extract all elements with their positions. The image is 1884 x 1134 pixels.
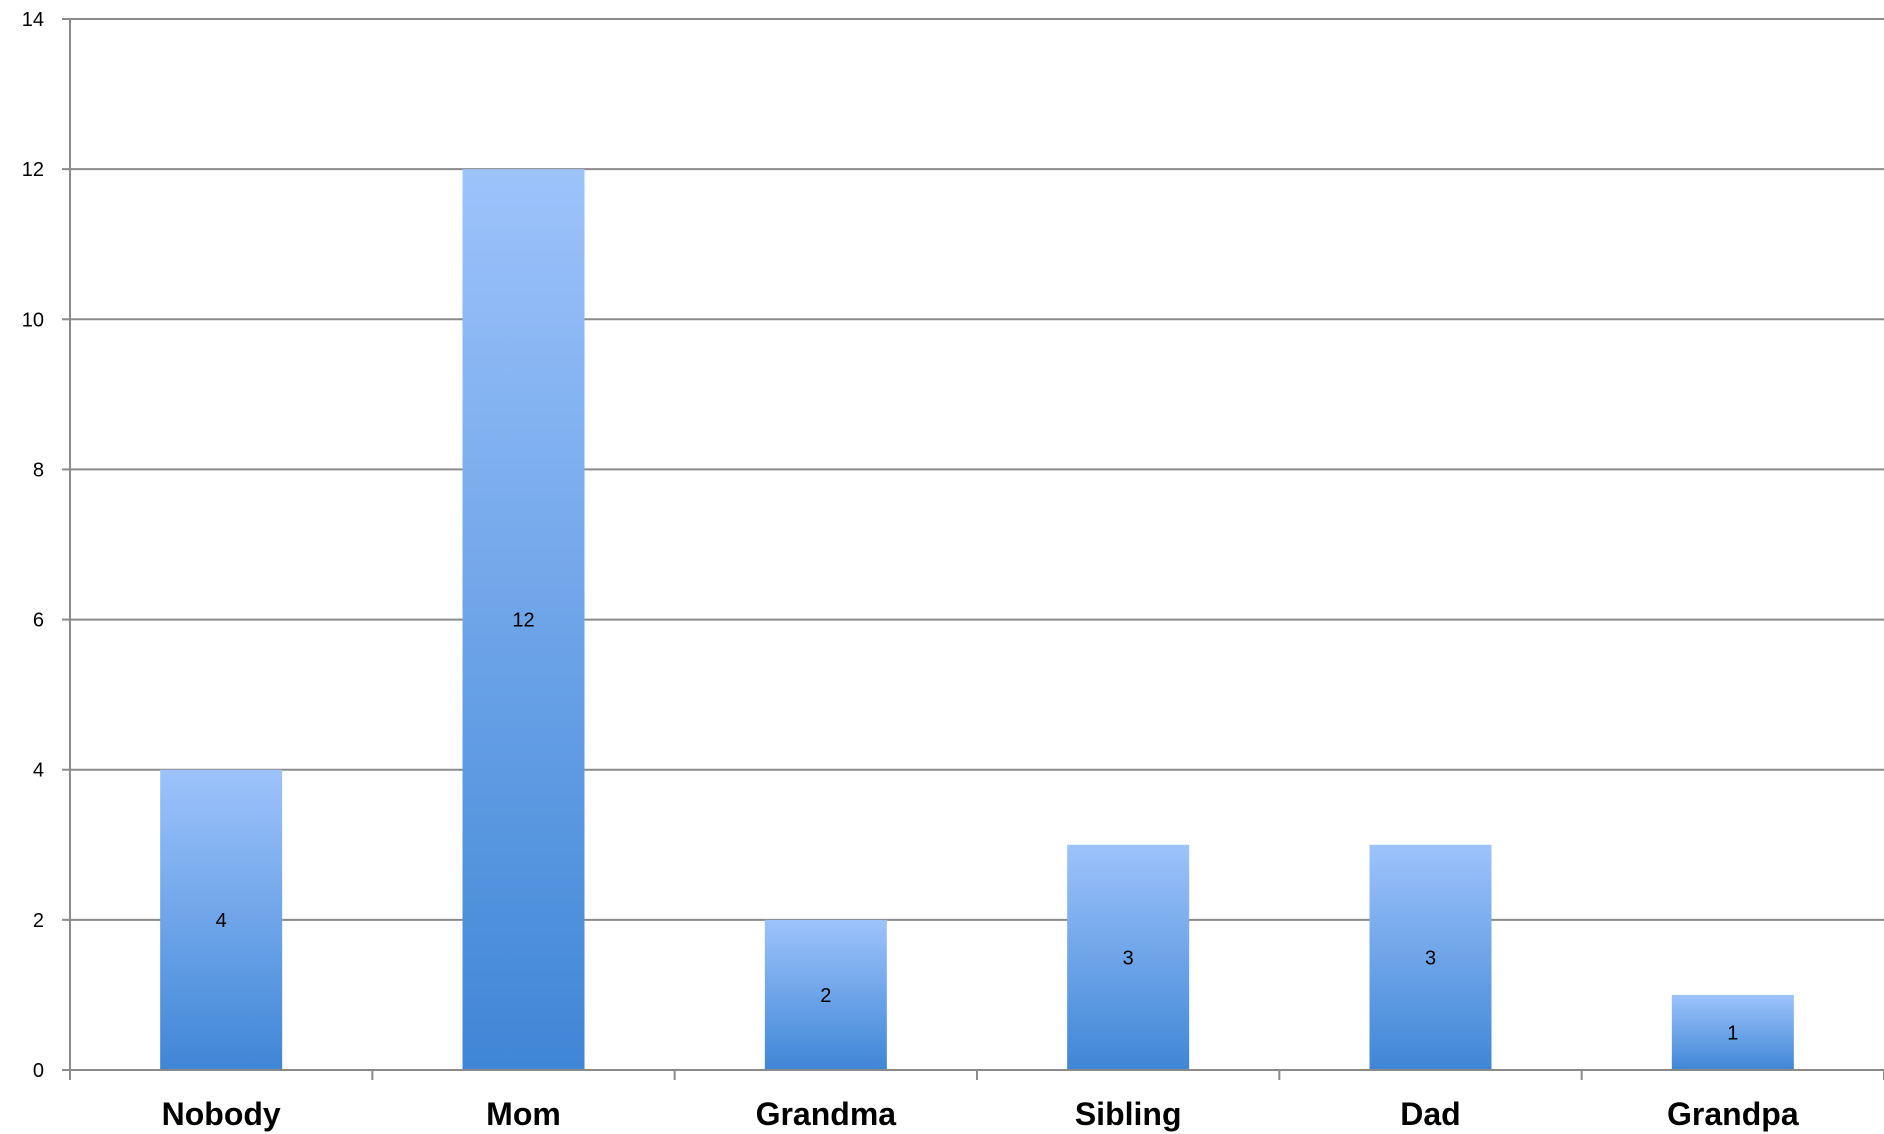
bar-mom xyxy=(462,169,585,1071)
x-tick-label: Grandma xyxy=(756,1096,897,1132)
y-tick-label: 2 xyxy=(33,910,44,932)
data-label: 1 xyxy=(1727,1022,1738,1044)
data-label: 12 xyxy=(512,610,534,632)
data-label: 3 xyxy=(1425,947,1436,969)
gridlines xyxy=(70,18,1884,921)
y-tick-label: 8 xyxy=(33,459,44,481)
bar-sibling xyxy=(1067,844,1190,1070)
y-tick-label: 10 xyxy=(22,309,44,331)
x-tick-label: Mom xyxy=(486,1096,561,1132)
x-axis-tick-labels: Nobody Mom Grandma Sibling Dad Grandpa xyxy=(162,1096,1799,1132)
y-tick-label: 0 xyxy=(33,1060,44,1082)
data-label: 3 xyxy=(1123,947,1134,969)
bar-grandma xyxy=(764,919,887,1070)
y-tick-label: 6 xyxy=(33,610,44,632)
x-tick-label: Nobody xyxy=(162,1096,281,1132)
x-tick-label: Grandpa xyxy=(1667,1096,1799,1132)
y-tick-label: 14 xyxy=(22,9,44,31)
y-axis-tick-labels: 0 2 4 6 8 10 12 14 xyxy=(22,9,44,1082)
y-tick-label: 12 xyxy=(22,159,44,181)
x-tick-label: Sibling xyxy=(1075,1096,1182,1132)
x-tick-label: Dad xyxy=(1400,1096,1460,1132)
bar-dad xyxy=(1369,844,1492,1070)
data-labels: 4 12 2 3 3 1 xyxy=(216,610,1739,1045)
axes xyxy=(62,18,1884,1080)
bars xyxy=(160,169,1794,1071)
data-label: 4 xyxy=(216,910,227,932)
bar-grandpa xyxy=(1671,994,1794,1070)
data-label: 2 xyxy=(820,985,831,1007)
bar-nobody xyxy=(160,769,283,1070)
y-tick-label: 4 xyxy=(33,760,44,782)
